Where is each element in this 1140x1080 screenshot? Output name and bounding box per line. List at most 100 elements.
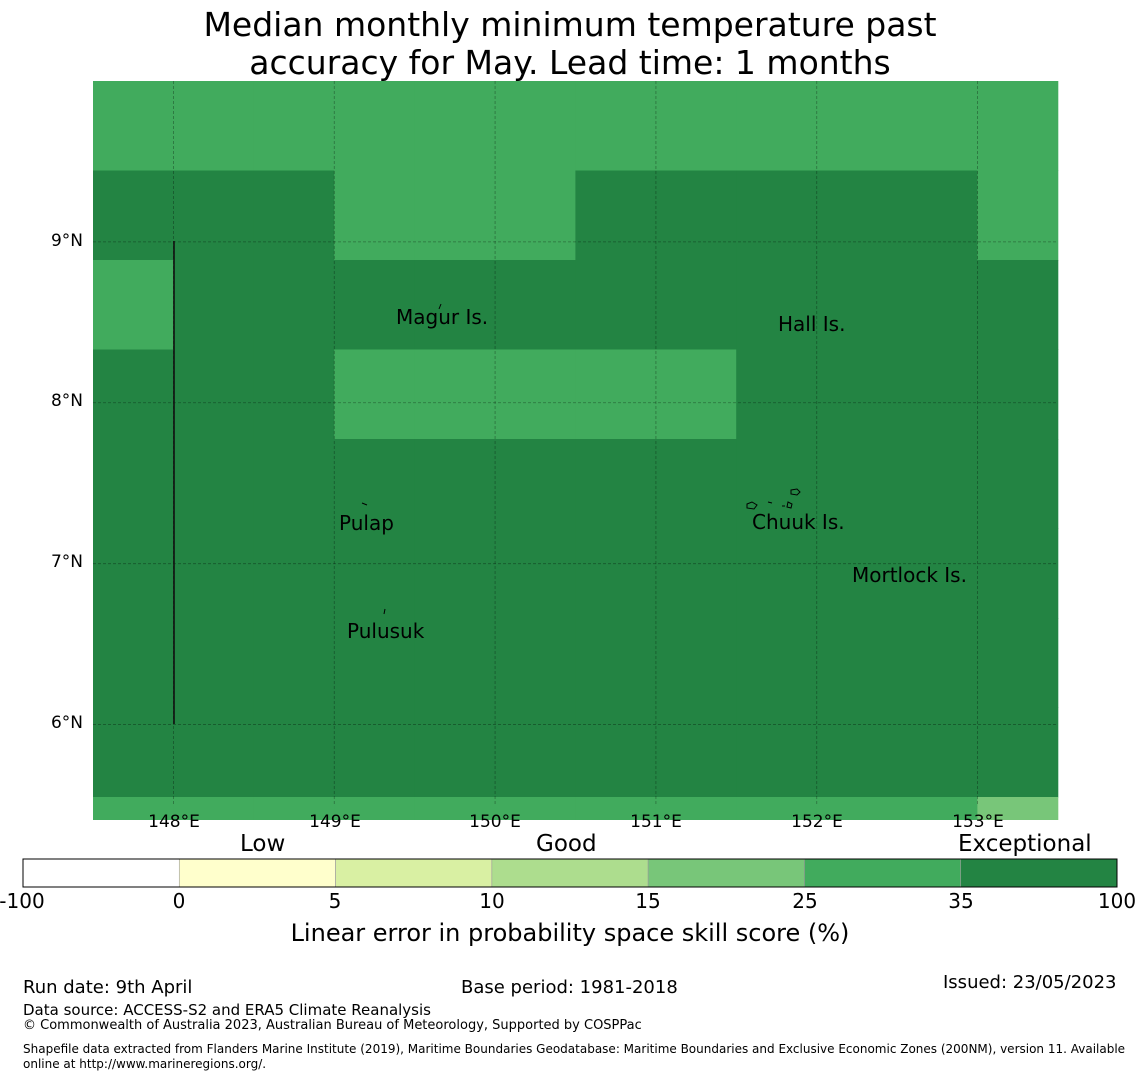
map-cell: [736, 349, 818, 440]
map-cell: [655, 349, 737, 440]
map-cell: [253, 528, 335, 619]
base-period: Base period: 1981-2018: [461, 977, 678, 998]
colorbar-tick: 5: [328, 889, 342, 913]
shapefile-credit-line-2: online at http://www.marineregions.org/.: [23, 1057, 267, 1071]
map-cell: [897, 528, 978, 619]
map-cell: [173, 439, 255, 529]
map-cell: [736, 170, 818, 261]
map-cell: [173, 707, 255, 798]
skill-grid: [93, 81, 1059, 820]
map-cell: [414, 260, 496, 350]
map-cell: [816, 797, 898, 820]
map-cell: [414, 618, 496, 708]
title-line-2: accuracy for May. Lead time: 1 months: [249, 43, 891, 82]
legend-category-good: Good: [536, 831, 597, 857]
chuuk-islet: [767, 501, 773, 504]
map-cell: [253, 707, 335, 798]
map-cell: [334, 260, 416, 350]
map-cell: [334, 170, 416, 261]
map-cell: [816, 439, 898, 529]
map-cell: [93, 707, 174, 798]
map-cell: [93, 528, 174, 619]
map-cell: [173, 260, 255, 350]
colorbar-tick: 15: [635, 889, 661, 913]
map-cell: [977, 797, 1059, 820]
map-cell: [173, 349, 255, 440]
map-cell: [334, 618, 416, 708]
lon-label-151e: 151°E: [630, 812, 682, 832]
map-cell: [173, 81, 255, 171]
map-cell: [253, 81, 335, 171]
colorbar-tick: 10: [479, 889, 505, 913]
map-title: Median monthly minimum temperature past …: [0, 6, 1140, 82]
map-cell: [495, 528, 576, 619]
map-cell: [977, 260, 1059, 350]
chuuk-island-outline: [790, 488, 801, 496]
map-cell: [575, 797, 657, 820]
map-cell: [655, 81, 737, 171]
map-cell: [575, 81, 657, 171]
colorbar-segment: [491, 858, 649, 888]
map-cell: [977, 439, 1059, 529]
place-label-pulusuk: Pulusuk: [347, 619, 425, 643]
colorbar-tick: 0: [172, 889, 186, 913]
map-cell: [897, 439, 978, 529]
issued-date: Issued: 23/05/2023: [943, 972, 1117, 993]
map-cell: [495, 797, 576, 820]
map-cell: [93, 260, 174, 350]
run-date: Run date: 9th April: [23, 977, 193, 998]
map-cell: [897, 618, 978, 708]
map-cell: [977, 528, 1059, 619]
map-cell: [93, 797, 174, 820]
colorbar-segment: [22, 858, 180, 888]
colorbar-tick: 35: [948, 889, 974, 913]
skill-map: [93, 81, 1059, 820]
map-cell: [575, 528, 657, 619]
map-cell: [334, 797, 416, 820]
map-cell: [173, 528, 255, 619]
colorbar-segment: [178, 858, 336, 888]
copyright: © Commonwealth of Australia 2023, Austra…: [23, 1018, 642, 1033]
map-cell: [173, 618, 255, 708]
lon-label-148e: 148°E: [148, 812, 200, 832]
map-cell: [655, 618, 737, 708]
map-cell: [736, 81, 818, 171]
colorbar-segment: [647, 858, 805, 888]
title-line-1: Median monthly minimum temperature past: [203, 5, 937, 44]
map-cell: [655, 707, 737, 798]
place-label-magur: Magur Is.: [396, 305, 489, 329]
map-cell: [253, 439, 335, 529]
map-cell: [93, 349, 174, 440]
map-cell: [816, 707, 898, 798]
map-cell: [93, 81, 174, 171]
map-cell: [495, 439, 576, 529]
place-label-pulap: Pulap: [339, 511, 394, 535]
map-cell: [414, 170, 496, 261]
map-cell: [977, 349, 1059, 440]
map-cell: [816, 260, 898, 350]
map-cell: [736, 528, 818, 619]
magur-islet: [438, 303, 442, 310]
map-cell: [897, 170, 978, 261]
legend-category-low: Low: [240, 831, 286, 857]
map-cell: [414, 349, 496, 440]
map-cell: [655, 528, 737, 619]
colorbar-title: Linear error in probability space skill …: [290, 919, 850, 947]
map-cell: [977, 170, 1059, 261]
map-cell: [897, 349, 978, 440]
map-cell: [897, 260, 978, 350]
map-cell: [575, 707, 657, 798]
map-cell: [575, 170, 657, 261]
map-cell: [816, 618, 898, 708]
map-cell: [253, 797, 335, 820]
map-cell: [736, 439, 818, 529]
place-label-chuuk: Chuuk Is.: [752, 510, 845, 534]
map-cell: [414, 528, 496, 619]
pulusuk-islet: [383, 608, 386, 615]
map-cell: [816, 170, 898, 261]
map-cell: [253, 260, 335, 350]
map-cell: [173, 170, 255, 261]
map-cell: [414, 439, 496, 529]
map-cell: [334, 528, 416, 619]
